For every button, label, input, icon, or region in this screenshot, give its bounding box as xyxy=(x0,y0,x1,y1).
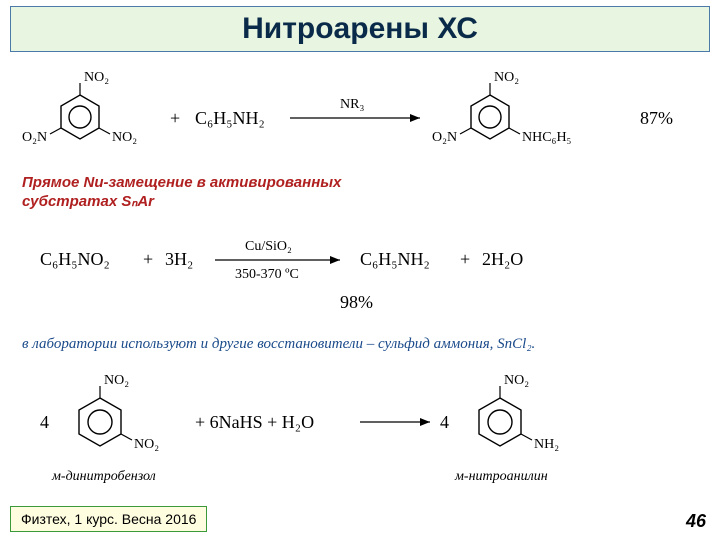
slide-title-box: Нитроарены ХС xyxy=(10,6,710,52)
r2-cat-top: Cu/SiO₂ xyxy=(245,239,292,254)
r3l-no2-bot: NO₂ xyxy=(134,437,159,452)
r3-left-label: м-динитробензол xyxy=(51,469,156,484)
r2-rhs2: 2H₂O xyxy=(482,249,523,269)
r2-plus1: + xyxy=(143,249,153,269)
r3-mid: + 6NaHS + H₂O xyxy=(195,412,314,432)
slide-title: Нитроарены ХС xyxy=(242,12,478,46)
r3r-nh2: NH₂ xyxy=(534,437,559,452)
reaction-3: 4 NO₂ NO₂ м-динитробензол + 6NaHS + H₂O … xyxy=(40,370,640,515)
r3-coef-l: 4 xyxy=(40,412,49,432)
r3l-no2-top: NO₂ xyxy=(104,373,129,388)
r2-lhs1: C₆H₅NO₂ xyxy=(40,249,110,269)
no2-top: NO₂ xyxy=(84,70,109,85)
r2-plus2: + xyxy=(460,249,470,269)
reagent-aniline: C₆H₅NH₂ xyxy=(195,108,265,128)
plus-1: + xyxy=(170,108,180,128)
prod-no2-top: NO₂ xyxy=(494,70,519,85)
r2-cat-bot: 350-370 ºC xyxy=(235,267,299,282)
page-number: 46 xyxy=(686,511,706,532)
r3r-no2: NO₂ xyxy=(504,373,529,388)
reaction-2: C₆H₅NO₂ + 3H₂ Cu/SiO₂ 350-370 ºC C₆H₅NH₂… xyxy=(40,230,600,325)
footer-box: Физтех, 1 курс. Весна 2016 xyxy=(10,506,207,532)
r2-yield: 98% xyxy=(340,292,373,312)
r2-rhs1: C₆H₅NH₂ xyxy=(360,249,430,269)
r3-right-label: м-нитроанилин xyxy=(454,469,548,484)
o2n-left: O₂N xyxy=(22,130,47,145)
note-blue: в лаборатории используют и другие восста… xyxy=(22,336,535,353)
note-red-l1: Прямое Nu-замещение в активированных xyxy=(22,174,341,191)
yield-1: 87% xyxy=(640,108,673,128)
r2-lhs2: 3H₂ xyxy=(165,249,193,269)
reaction-2-svg: C₆H₅NO₂ + 3H₂ Cu/SiO₂ 350-370 ºC C₆H₅NH₂… xyxy=(40,230,600,320)
no2-right: NO₂ xyxy=(112,130,137,145)
reaction-1-svg: NO₂ O₂N NO₂ + C₆H₅NH₂ NR₃ NO₂ O₂N NHC₆H₅… xyxy=(20,62,710,172)
reaction-3-svg: 4 NO₂ NO₂ м-динитробензол + 6NaHS + H₂O … xyxy=(40,370,640,510)
note-red-l2: субстратах SₙAr xyxy=(22,193,154,210)
note-red: Прямое Nu-замещение в активированных суб… xyxy=(22,174,442,212)
prod-o2n: O₂N xyxy=(432,130,457,145)
r3-coef-r: 4 xyxy=(440,412,449,432)
reaction-1: NO₂ O₂N NO₂ + C₆H₅NH₂ NR₃ NO₂ O₂N NHC₆H₅… xyxy=(20,62,710,177)
footer-text: Физтех, 1 курс. Весна 2016 xyxy=(21,511,196,527)
prod-nhc6h5: NHC₆H₅ xyxy=(522,130,572,145)
catalyst-nr3: NR₃ xyxy=(340,97,364,112)
